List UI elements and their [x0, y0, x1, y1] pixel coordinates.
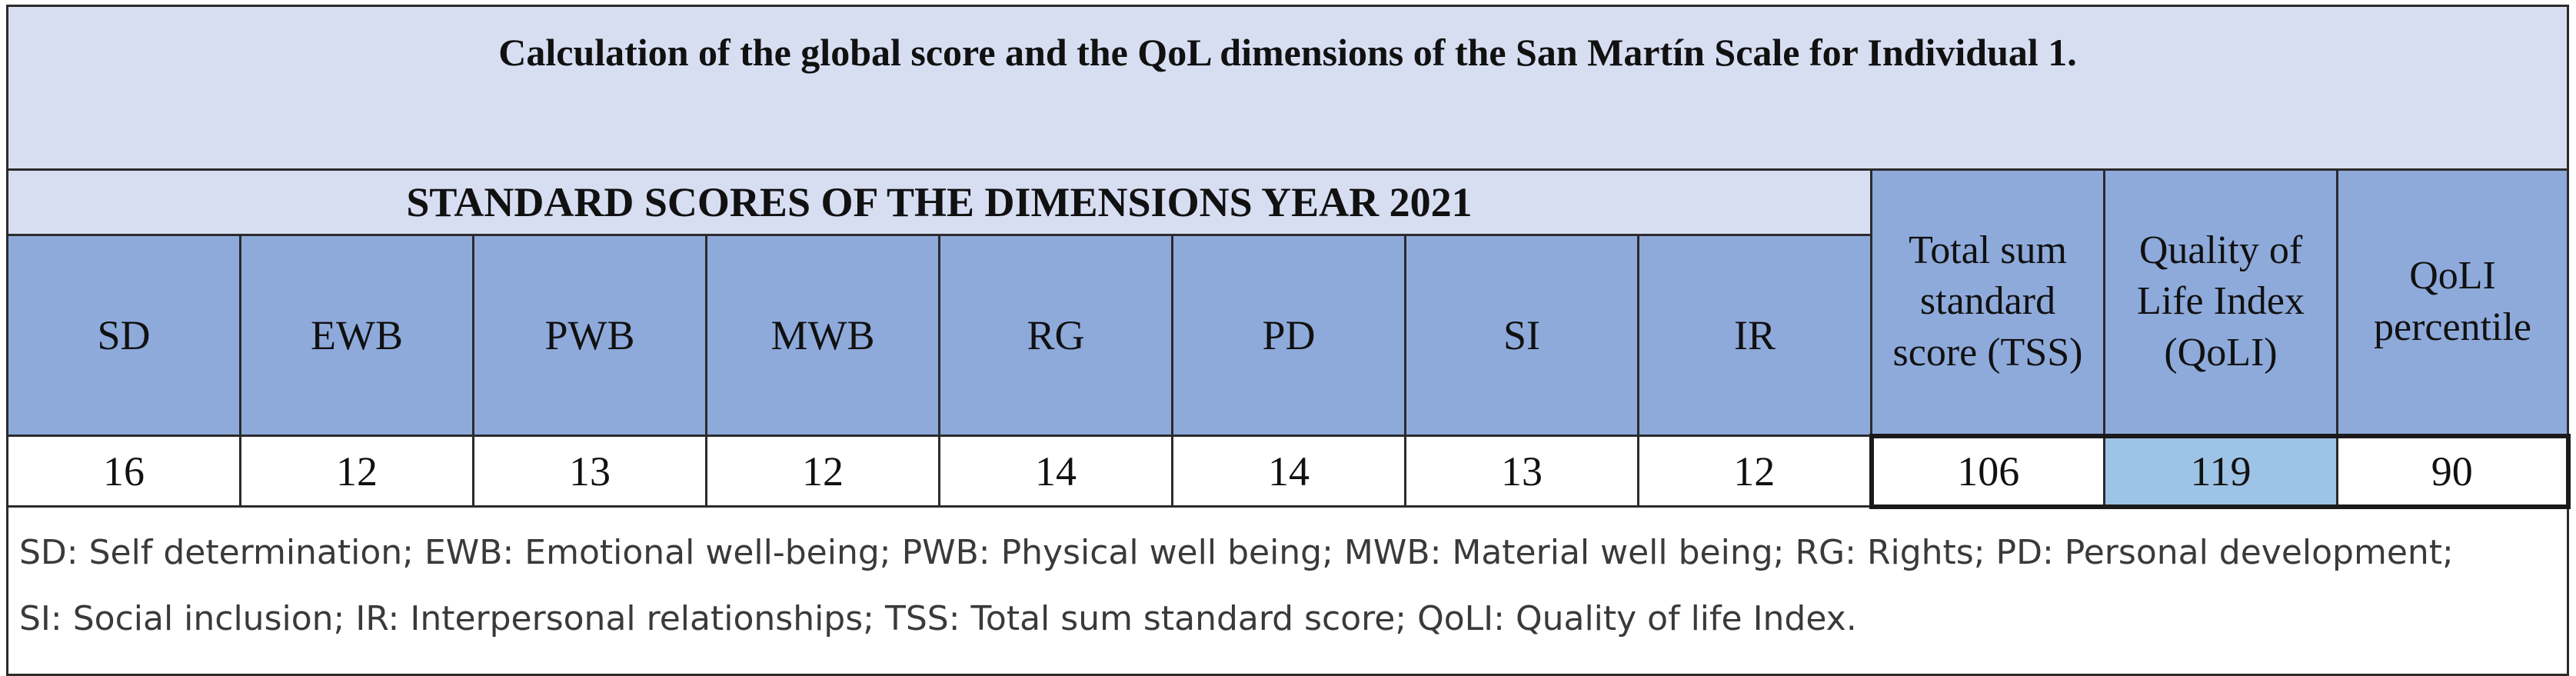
- score-table: Calculation of the global score and the …: [5, 5, 2571, 676]
- header-percentile-line-2: percentile: [2374, 305, 2532, 349]
- header-ewb: EWB: [239, 234, 474, 437]
- value-sd: 16: [6, 435, 241, 508]
- note-line-1: SD: Self determination; EWB: Emotional w…: [19, 532, 2454, 572]
- value-pd: 14: [1171, 435, 1406, 508]
- header-tss-line-1: Total sum: [1909, 228, 2067, 272]
- note-line-2: SI: Social inclusion; IR: Interpersonal …: [19, 598, 1857, 638]
- section-title: STANDARD SCORES OF THE DIMENSIONS YEAR 2…: [6, 168, 1872, 236]
- value-tss: 106: [1869, 433, 2105, 509]
- values-row: 16 12 13 12 14 14 13 12 106 119 90: [6, 433, 2571, 509]
- score-table-frame: Calculation of the global score and the …: [5, 5, 2571, 676]
- header-pd: PD: [1171, 234, 1406, 437]
- header-rg: RG: [938, 234, 1173, 437]
- value-mwb: 12: [705, 435, 940, 508]
- header-pwb: PWB: [472, 234, 707, 437]
- header-tss-line-2: standard: [1919, 279, 2056, 324]
- header-tss: Total sum standard score (TSS): [1870, 168, 2105, 437]
- value-qoli: 119: [2103, 433, 2338, 509]
- header-qoli-line-2: Life Index: [2136, 279, 2305, 324]
- value-ir: 12: [1637, 435, 1872, 508]
- header-sd: SD: [6, 234, 241, 437]
- header-ir: IR: [1637, 234, 1872, 437]
- header-qoli-line-1: Quality of: [2138, 228, 2303, 272]
- header-tss-line-3: score (TSS): [1892, 331, 2083, 375]
- abbreviations-note: SD: Self determination; EWB: Emotional w…: [5, 505, 2570, 676]
- value-rg: 14: [938, 435, 1173, 508]
- value-ewb: 12: [239, 435, 474, 508]
- table-title: Calculation of the global score and the …: [5, 5, 2570, 171]
- header-mwb: MWB: [705, 234, 940, 437]
- header-qoli-line-3: (QoLI): [2164, 331, 2278, 375]
- header-percentile: QoLI percentile: [2335, 168, 2570, 437]
- value-percentile: 90: [2335, 433, 2571, 509]
- header-si: SI: [1404, 234, 1639, 437]
- header-percentile-line-1: QoLI: [2409, 254, 2496, 298]
- header-qoli: Quality of Life Index (QoLI): [2103, 168, 2338, 437]
- value-si: 13: [1404, 435, 1639, 508]
- value-pwb: 13: [472, 435, 707, 508]
